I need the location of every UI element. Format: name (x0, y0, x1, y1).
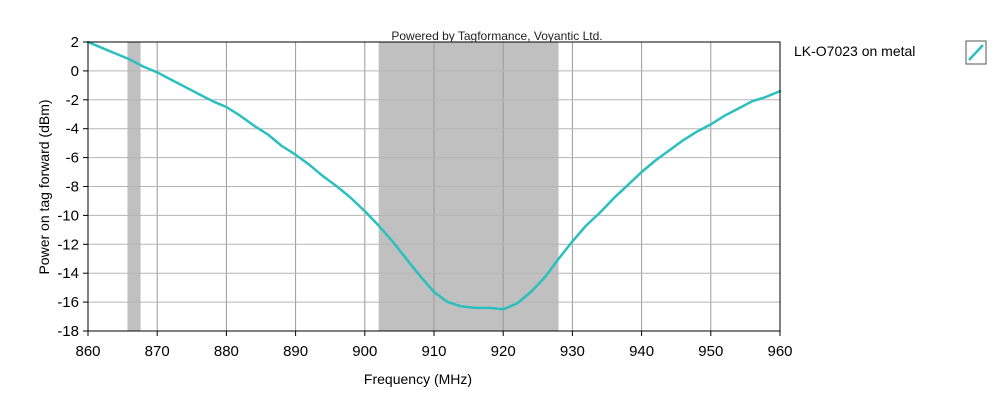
y-tick-label: -4 (66, 121, 79, 138)
x-tick-label: 950 (698, 343, 723, 360)
y-tick-label: -8 (66, 179, 79, 196)
x-tick-label: 940 (629, 343, 654, 360)
y-tick-label: -14 (57, 265, 79, 282)
y-tick-label: -6 (66, 150, 79, 167)
credit-text: Powered by Tagformance, Voyantic Ltd. (391, 29, 602, 43)
y-tick-label: 0 (71, 63, 79, 80)
x-tick-label: 900 (352, 343, 377, 360)
x-axis-title: Frequency (MHz) (364, 371, 472, 387)
y-axis-title: Power on tag forward (dBm) (36, 99, 52, 274)
x-tick-label: 920 (491, 343, 516, 360)
y-tick-label: -12 (57, 236, 79, 253)
series-line-0 (86, 40, 782, 311)
x-tick-label: 930 (560, 343, 585, 360)
y-tick-label: -2 (66, 92, 79, 109)
x-tick-label: 880 (214, 343, 239, 360)
legend-label: LK-O7023 on metal (794, 43, 915, 59)
y-tick-label: -10 (57, 207, 79, 224)
x-tick-label: 890 (283, 343, 308, 360)
x-tick-label: 960 (767, 343, 792, 360)
x-tick-label: 860 (75, 343, 100, 360)
y-tick-label: -16 (57, 294, 79, 311)
grid-lines (88, 42, 780, 331)
x-tick-label: 870 (145, 343, 170, 360)
series-layer (86, 40, 782, 311)
axis-ticks: 860 870 880 890 900 910 920 930 940 950 960 2 0 -2 -4 -… (57, 34, 792, 360)
y-tick-label: 2 (71, 34, 79, 51)
y-tick-label: -18 (57, 323, 79, 340)
legend-swatch-line (968, 44, 984, 61)
x-tick-label: 910 (421, 343, 446, 360)
legend: LK-O7023 on metal (794, 40, 987, 65)
